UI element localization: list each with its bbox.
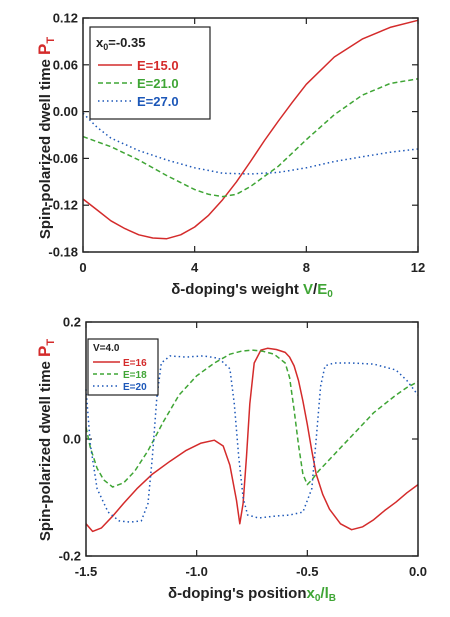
top-y-tick-label: -0.12	[48, 198, 78, 213]
bottom-y-label: Spin-polarized dwell time PT	[35, 339, 57, 542]
bottom-x-ticks: -1.5 -1.0 -0.5 0.0	[75, 322, 427, 579]
top-legend: x0=-0.35 E=15.0 E=21.0 E=27.0	[89, 26, 211, 120]
top-y-tick-label: 0.06	[53, 57, 78, 72]
top-legend-label-e27: E=27.0	[137, 94, 179, 109]
bottom-x-tick-label: 0.0	[409, 564, 427, 579]
top-panel: Spin-polarized dwell time PT -0.18-0.12-…	[35, 11, 425, 301]
top-legend-label-e21: E=21.0	[137, 76, 179, 91]
top-x-tick-label: 12	[411, 260, 425, 275]
top-legend-label-e15: E=15.0	[137, 58, 179, 73]
bottom-y-tick-label: -0.2	[59, 549, 81, 564]
bottom-series-line-e-18	[85, 349, 419, 488]
top-y-tick-label: -0.06	[48, 151, 78, 166]
top-plot-frame	[82, 17, 419, 253]
top-y-tick-label: 0.00	[53, 104, 78, 119]
top-series	[82, 19, 419, 240]
bottom-legend-header: V=4.0	[93, 343, 120, 354]
bottom-x-tick-label: -0.5	[296, 564, 318, 579]
bottom-series-line-e-16	[85, 347, 419, 533]
bottom-legend: V=4.0 E=16 E=18 E=20	[87, 338, 159, 396]
top-legend-box	[89, 26, 211, 120]
bottom-y-tick-label: 0.0	[63, 432, 81, 447]
top-legend-header: x0=-0.35	[96, 35, 145, 52]
bottom-x-label: δ-doping's positionx0/lB	[168, 585, 336, 604]
top-y-label: Spin-polarized dwell time PT	[35, 37, 57, 240]
top-x-tick-label: 8	[303, 260, 310, 275]
bottom-series	[85, 347, 419, 533]
bottom-legend-label-e20: E=20	[123, 382, 147, 393]
top-x-tick-label: 4	[191, 260, 199, 275]
top-x-label: δ-doping's weight V/E0	[171, 281, 333, 300]
top-series-line-e-21-0	[82, 78, 419, 198]
top-series-line-e-27-0	[82, 112, 419, 175]
top-series-line-e-15-0	[82, 19, 419, 240]
bottom-x-tick-label: -1.0	[185, 564, 207, 579]
bottom-plot-frame	[85, 321, 419, 557]
top-y-ticks: -0.18 -0.12 -0.06 0.00 0.06 0.12	[48, 11, 418, 260]
top-x-tick-label: 0	[79, 260, 86, 275]
bottom-y-tick-label: 0.2	[63, 315, 81, 330]
bottom-panel: Spin-polarized dwell time PT -0.20.00.2 …	[35, 315, 427, 605]
bottom-legend-label-e18: E=18	[123, 370, 147, 381]
bottom-legend-box	[87, 338, 159, 396]
top-y-tick-label: 0.12	[53, 11, 78, 26]
top-y-tick-label: -0.18	[48, 245, 78, 260]
bottom-x-tick-label: -1.5	[75, 564, 97, 579]
bottom-series-line-e-20	[85, 355, 419, 523]
bottom-legend-label-e16: E=16	[123, 358, 147, 369]
